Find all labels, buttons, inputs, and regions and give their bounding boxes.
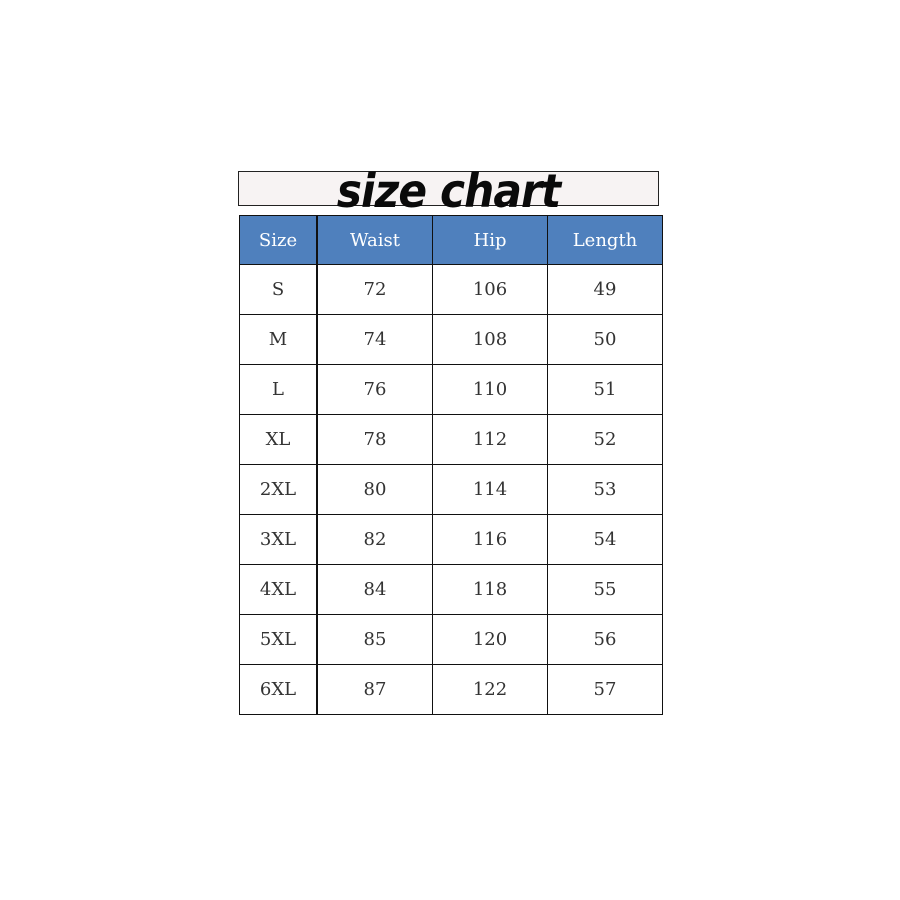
header-size: Size <box>239 215 318 265</box>
table-row: S 72 106 49 <box>239 264 663 315</box>
length-cell: 53 <box>547 464 663 515</box>
header-waist: Waist <box>316 215 433 265</box>
table-row: XL 78 112 52 <box>239 414 663 465</box>
waist-cell: 84 <box>316 564 433 615</box>
header-length: Length <box>547 215 663 265</box>
size-cell: 3XL <box>239 514 318 565</box>
length-cell: 54 <box>547 514 663 565</box>
table-row: L 76 110 51 <box>239 364 663 415</box>
length-cell: 55 <box>547 564 663 615</box>
size-cell: 5XL <box>239 614 318 665</box>
hip-cell: 116 <box>432 514 548 565</box>
size-cell: XL <box>239 414 318 465</box>
table-row: M 74 108 50 <box>239 314 663 365</box>
waist-cell: 85 <box>316 614 433 665</box>
hip-cell: 110 <box>432 364 548 415</box>
table-row: 2XL 80 114 53 <box>239 464 663 515</box>
length-cell: 56 <box>547 614 663 665</box>
hip-cell: 122 <box>432 664 548 715</box>
size-cell: M <box>239 314 318 365</box>
table-row: 4XL 84 118 55 <box>239 564 663 615</box>
title: size chart <box>336 164 561 218</box>
size-cell: 2XL <box>239 464 318 515</box>
hip-cell: 120 <box>432 614 548 665</box>
size-cell: 4XL <box>239 564 318 615</box>
size-cell: S <box>239 264 318 315</box>
waist-cell: 80 <box>316 464 433 515</box>
hip-cell: 108 <box>432 314 548 365</box>
length-cell: 57 <box>547 664 663 715</box>
waist-cell: 72 <box>316 264 433 315</box>
header-row: Size Waist Hip Length <box>239 215 663 265</box>
waist-cell: 82 <box>316 514 433 565</box>
size-cell: 6XL <box>239 664 318 715</box>
hip-cell: 112 <box>432 414 548 465</box>
length-cell: 51 <box>547 364 663 415</box>
hip-cell: 114 <box>432 464 548 515</box>
waist-cell: 78 <box>316 414 433 465</box>
table-row: 6XL 87 122 57 <box>239 664 663 715</box>
hip-cell: 106 <box>432 264 548 315</box>
header-hip: Hip <box>432 215 548 265</box>
size-table: Size Waist Hip Length S 72 106 49 M 74 108 50 L 7… <box>239 215 663 715</box>
table-row: 3XL 82 116 54 <box>239 514 663 565</box>
title-banner: size chart <box>238 166 659 216</box>
table-row: 5XL 85 120 56 <box>239 614 663 665</box>
length-cell: 52 <box>547 414 663 465</box>
waist-cell: 74 <box>316 314 433 365</box>
waist-cell: 76 <box>316 364 433 415</box>
length-cell: 49 <box>547 264 663 315</box>
hip-cell: 118 <box>432 564 548 615</box>
length-cell: 50 <box>547 314 663 365</box>
size-cell: L <box>239 364 318 415</box>
waist-cell: 87 <box>316 664 433 715</box>
